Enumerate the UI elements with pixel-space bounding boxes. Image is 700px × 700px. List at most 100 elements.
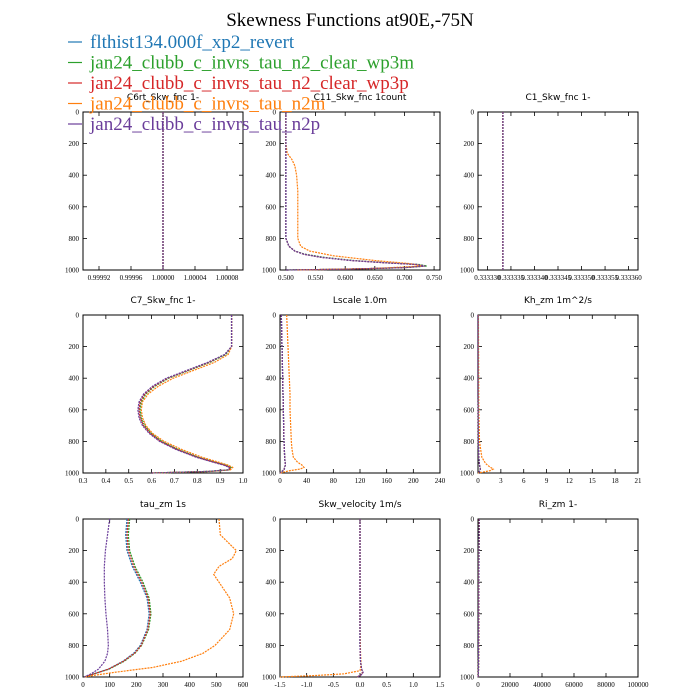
x-tick-label: 0.99992 [88, 274, 111, 282]
y-tick-label: 800 [69, 438, 80, 446]
y-tick-label: 200 [464, 547, 475, 555]
y-tick-label: 1000 [65, 267, 80, 275]
series-line-5 [84, 518, 111, 678]
series-line-5 [137, 315, 233, 474]
y-tick-label: 600 [464, 406, 475, 414]
y-tick-label: 1000 [460, 267, 475, 275]
plot-frame [279, 111, 441, 271]
legend-item: jan24_clubb_c_invrs_tau_n2_clear_wp3m [68, 53, 414, 74]
panel-4: C7_Skw_fnc 1- 0 200 400 600 800 10000.3 0.4 0.5 0… [65, 296, 248, 485]
x-tick-label: 0.333360 [615, 274, 642, 282]
x-tick-label: 200 [131, 681, 142, 689]
x-tick-label: 120 [355, 477, 366, 485]
series-line-3 [84, 518, 151, 678]
y-tick-label: 1000 [460, 470, 475, 478]
x-tick-label: 0.3 [79, 477, 88, 485]
x-tick-label: 0.7 [170, 477, 179, 485]
panel-3: C1_Skw_fnc 1-020040060080010000.3333300.… [460, 93, 642, 282]
y-tick-label: 600 [69, 406, 80, 414]
series-line-1 [84, 518, 150, 678]
y-tick-label: 600 [266, 610, 277, 618]
x-tick-label: 0.5 [382, 681, 391, 689]
y-tick-label: 0 [471, 312, 475, 320]
x-tick-label: -1.0 [301, 681, 313, 689]
y-tick-label: 800 [69, 642, 80, 650]
legend-item: jan24_clubb_c_invrs_tau_n2p [68, 114, 320, 135]
plot-frame [279, 314, 441, 474]
y-tick-label: 400 [69, 375, 80, 383]
y-tick-label: 200 [464, 140, 475, 148]
y-tick-label: 200 [266, 140, 277, 148]
panel-title: C11_Skw_fnc 1count [314, 93, 407, 103]
x-tick-label: 0.333345 [545, 274, 572, 282]
y-tick-label: 1000 [65, 674, 80, 682]
x-tick-label: 0.333335 [498, 274, 525, 282]
x-tick-label: 0.650 [367, 274, 383, 282]
figure-title: Skewness Functions at90E,-75N [226, 10, 474, 31]
x-tick-label: 200 [408, 477, 419, 485]
y-tick-label: 1000 [65, 470, 80, 478]
x-tick-label: 0 [278, 477, 282, 485]
series-line-4 [279, 314, 305, 474]
x-tick-label: 1.00000 [152, 274, 175, 282]
x-tick-label: 240 [435, 477, 446, 485]
x-tick-label: 0.600 [337, 274, 353, 282]
panel-title: tau_zm 1s [140, 500, 186, 510]
x-tick-label: 80 [330, 477, 338, 485]
series-line-4 [279, 519, 362, 678]
y-tick-label: 400 [266, 172, 277, 180]
series-line-5 [357, 519, 364, 678]
y-tick-label: 600 [69, 610, 80, 618]
x-tick-label: 0.700 [397, 274, 413, 282]
x-tick-label: 6 [522, 477, 526, 485]
panel-title: Skw_velocity 1m/s [318, 500, 401, 510]
y-tick-label: 800 [266, 438, 277, 446]
x-tick-label: 100 [104, 681, 115, 689]
series-line-4 [140, 315, 234, 474]
panel-title: C7_Skw_fnc 1- [131, 296, 196, 306]
y-tick-label: 400 [464, 579, 475, 587]
plot-frame [477, 518, 639, 678]
series-line-5 [285, 112, 426, 271]
x-tick-label: 0 [81, 681, 85, 689]
y-tick-label: 400 [464, 172, 475, 180]
x-tick-label: -0.5 [328, 681, 340, 689]
x-tick-label: 0.4 [101, 477, 110, 485]
y-tick-label: 1000 [262, 470, 277, 478]
series-line-5 [279, 314, 286, 474]
y-tick-label: 600 [464, 610, 475, 618]
x-tick-label: 0.750 [426, 274, 442, 282]
y-tick-label: 0 [471, 109, 475, 117]
y-tick-label: 0 [76, 312, 80, 320]
series-line-2 [84, 518, 152, 678]
legend-item: jan24_clubb_c_invrs_tau_n2m [68, 94, 326, 115]
panel-title: Ri_zm 1- [539, 500, 578, 510]
x-tick-label: 40000 [533, 681, 551, 689]
series-line-2 [139, 315, 233, 474]
legend-label: flthist134.000f_xp2_revert [90, 32, 295, 53]
panel-title: Kh_zm 1m^2/s [524, 296, 592, 306]
series-line-4 [285, 112, 423, 271]
y-tick-label: 600 [266, 203, 277, 211]
y-tick-label: 800 [464, 438, 475, 446]
y-tick-label: 800 [266, 235, 277, 243]
x-tick-label: 0.500 [278, 274, 294, 282]
x-tick-label: 0.9 [216, 477, 225, 485]
x-tick-label: 0.550 [308, 274, 324, 282]
y-tick-label: 800 [69, 235, 80, 243]
y-tick-label: 400 [69, 172, 80, 180]
y-tick-label: 1000 [262, 267, 277, 275]
x-tick-label: 1.5 [436, 681, 445, 689]
x-tick-label: 100000 [628, 681, 650, 689]
y-tick-label: 400 [464, 375, 475, 383]
x-tick-label: 0 [476, 681, 480, 689]
series-line-1 [285, 112, 426, 271]
y-tick-label: 200 [266, 343, 277, 351]
x-tick-label: 0.333355 [592, 274, 619, 282]
x-tick-label: 20000 [501, 681, 519, 689]
legend-label: jan24_clubb_c_invrs_tau_n2_clear_wp3p [89, 73, 409, 94]
y-tick-label: 1000 [262, 674, 277, 682]
plot-frame [82, 518, 244, 678]
